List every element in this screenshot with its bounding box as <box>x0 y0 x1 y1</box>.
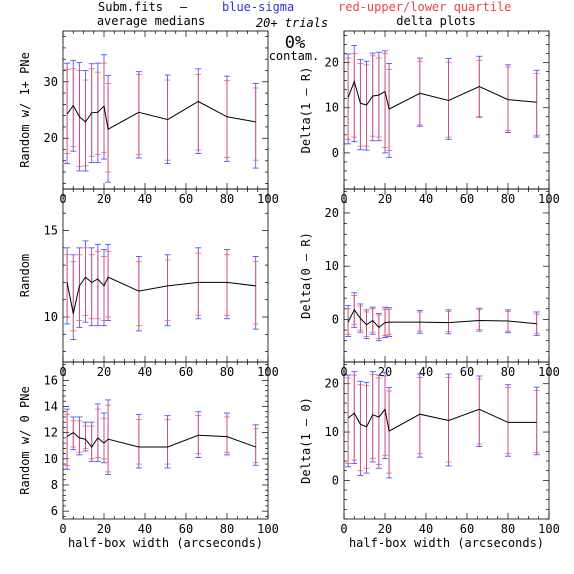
median-line <box>66 276 256 314</box>
y-axis-label: Delta(1 – 0) <box>299 397 313 484</box>
y-tick-label: 10 <box>325 259 339 273</box>
y-tick-label: 10 <box>44 452 58 466</box>
left-column-title: average medians <box>97 14 205 28</box>
contamination-label: contam. <box>269 49 320 63</box>
header-blue-sigma: blue-sigma <box>222 0 294 14</box>
x-tick-label: 60 <box>179 365 193 379</box>
x-tick-label: 20 <box>378 365 392 379</box>
y-tick-label: 15 <box>44 224 58 238</box>
trials-label: 20+ trials <box>256 16 328 30</box>
median-line <box>347 80 537 110</box>
x-tick-label: 40 <box>138 365 152 379</box>
y-tick-label: 20 <box>325 56 339 70</box>
x-tick-label: 20 <box>378 192 392 206</box>
x-tick-label: 0 <box>59 522 66 536</box>
y-tick-label: 6 <box>51 504 58 518</box>
x-tick-label: 0 <box>340 522 347 536</box>
header-file: Subm.fits <box>98 0 163 14</box>
x-tick-label: 60 <box>460 522 474 536</box>
y-tick-label: 10 <box>325 101 339 115</box>
y-tick-label: 20 <box>325 206 339 220</box>
x-tick-label: 60 <box>460 192 474 206</box>
y-tick-label: 0 <box>332 473 339 487</box>
x-tick-label: 60 <box>179 192 193 206</box>
x-tick-label: 20 <box>97 365 111 379</box>
median-line <box>66 431 256 448</box>
x-tick-label: 40 <box>138 522 152 536</box>
panel-b3: 0 20 40 60 80 100 0 10 20 Delta(1 – 0) half-box wi… <box>299 361 560 550</box>
x-tick-label: 80 <box>220 192 234 206</box>
y-tick-label: 0 <box>332 312 339 326</box>
x-tick-label: 100 <box>257 522 279 536</box>
y-tick-label: 10 <box>44 310 58 324</box>
x-tick-label: 80 <box>501 365 515 379</box>
y-tick-label: 0 <box>332 146 339 160</box>
x-tick-label: 40 <box>419 365 433 379</box>
y-tick-label: 30 <box>44 75 58 89</box>
median-line <box>347 308 537 329</box>
x-tick-label: 60 <box>460 365 474 379</box>
x-tick-label: 80 <box>220 522 234 536</box>
x-tick-label: 40 <box>138 192 152 206</box>
y-tick-label: 8 <box>51 478 58 492</box>
x-tick-label: 40 <box>419 192 433 206</box>
right-column-title: delta plots <box>396 14 475 28</box>
median-line <box>66 100 256 130</box>
x-tick-label: 20 <box>97 192 111 206</box>
plot-frame <box>343 361 550 520</box>
y-axis-label: Random w/ 1+ PNe <box>18 52 32 168</box>
plot-frame <box>62 30 269 190</box>
x-tick-label: 100 <box>538 522 560 536</box>
plot-frame <box>343 30 550 190</box>
x-axis-label: half-box width (arcseconds) <box>349 536 544 550</box>
y-axis-label: Random w/ 0 PNe <box>18 386 32 494</box>
x-tick-label: 80 <box>220 365 234 379</box>
x-tick-label: 20 <box>378 522 392 536</box>
x-tick-label: 20 <box>97 522 111 536</box>
contamination-percent: 0% <box>285 33 305 53</box>
x-tick-label: 40 <box>419 522 433 536</box>
y-tick-label: 16 <box>44 373 58 387</box>
header-red-quartile: red-upper/lower quartile <box>338 0 511 14</box>
y-tick-label: 14 <box>44 399 58 413</box>
plot-frame <box>62 188 269 363</box>
header-dash: – <box>180 0 188 14</box>
x-tick-label: 60 <box>179 522 193 536</box>
y-axis-label: Delta(0 – R) <box>299 232 313 319</box>
y-tick-label: 10 <box>325 425 339 439</box>
y-tick-label: 20 <box>325 377 339 391</box>
x-axis-label: half-box width (arcseconds) <box>68 536 263 550</box>
y-tick-label: 12 <box>44 426 58 440</box>
x-tick-label: 80 <box>501 522 515 536</box>
median-line <box>347 408 537 432</box>
plot-frame <box>343 188 550 363</box>
panel-a3: 0 20 40 60 80 100 6 8 10 12 14 16 Random w/ 0 PNe hal… <box>18 361 279 550</box>
y-tick-label: 20 <box>44 131 58 145</box>
y-axis-label: Delta(1 – R) <box>299 67 313 154</box>
y-axis-label: Random <box>18 254 32 297</box>
x-tick-label: 80 <box>501 192 515 206</box>
